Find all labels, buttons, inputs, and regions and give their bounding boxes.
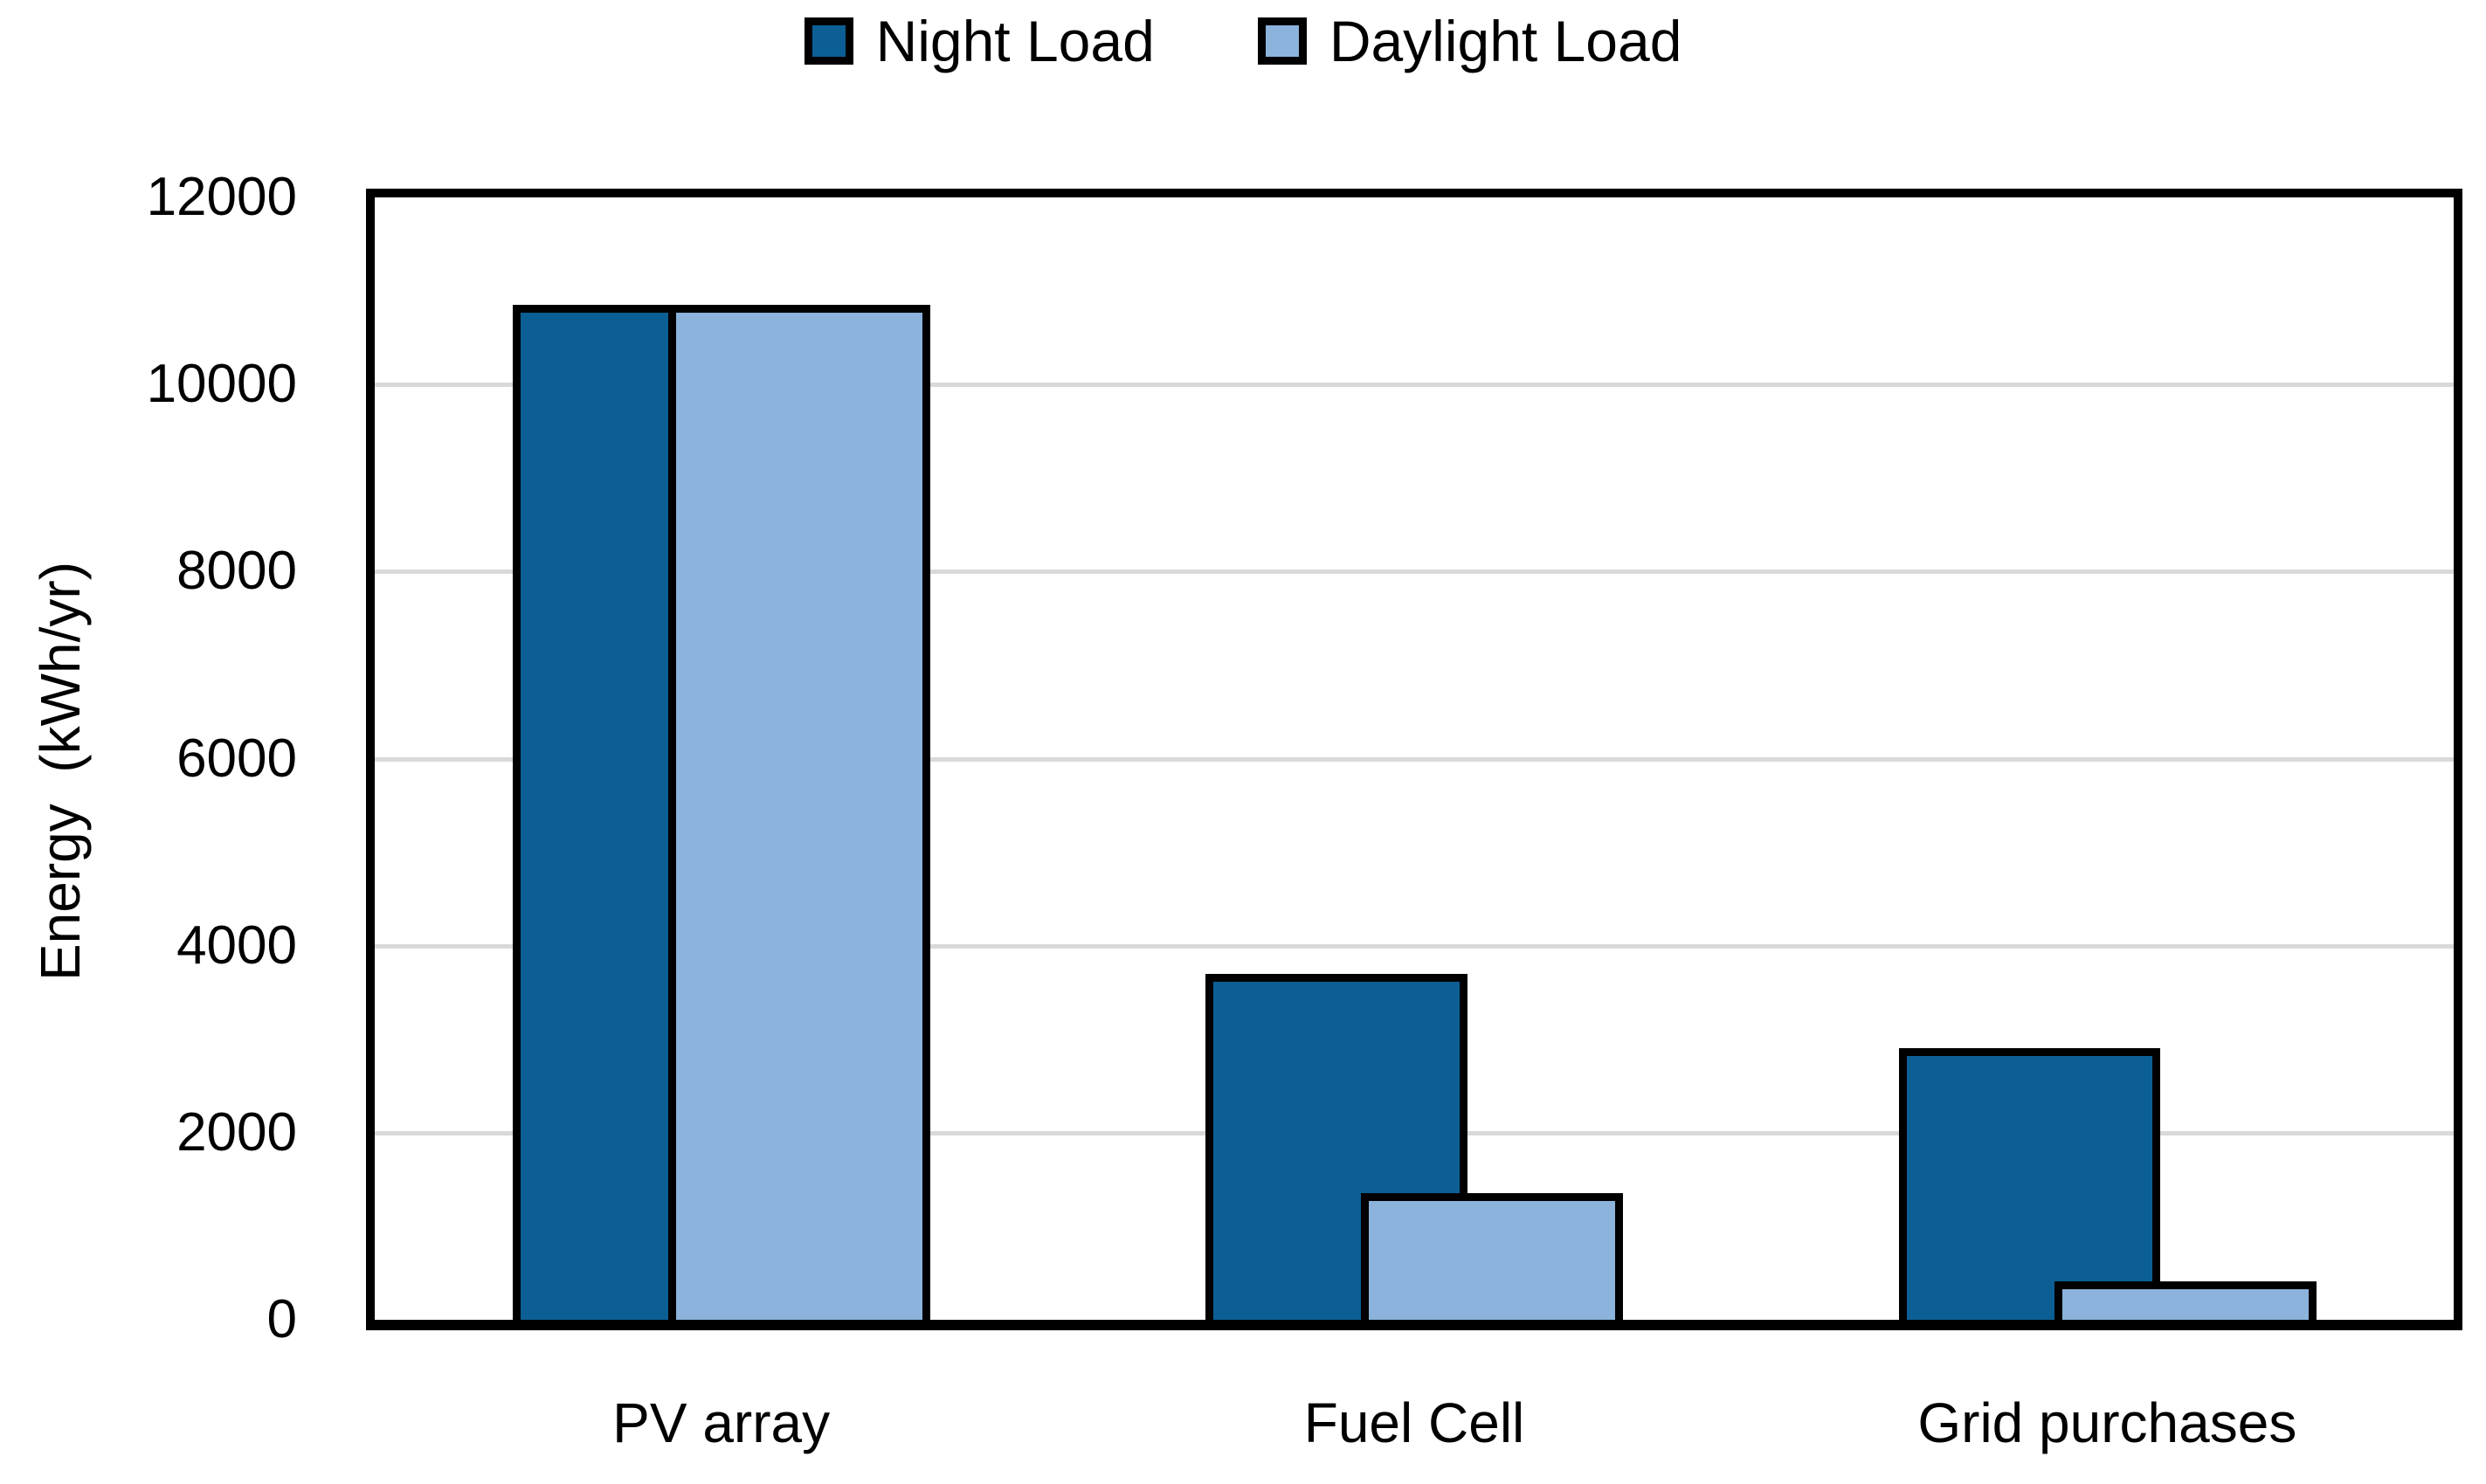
gridline-4000 [375,943,2454,949]
night-load-swatch-icon [804,17,853,65]
bar-daylight-load-pv-array [668,305,930,1320]
x-axis-category-labels: PV array Fuel Cell Grid purchases [375,1392,2454,1462]
x-category-label-fuel-cell: Fuel Cell [1303,1391,1525,1454]
y-tick-label-2000: 2000 [176,1101,297,1163]
gridline-6000 [375,756,2454,762]
bar-daylight-load-fuel-cell [1361,1193,1624,1320]
bar-daylight-load-grid-purchases [2054,1281,2317,1320]
y-tick-label-10000: 10000 [146,354,297,415]
x-category-label-pv-array: PV array [612,1391,831,1454]
y-tick-label-12000: 12000 [146,167,297,227]
daylight-load-swatch-icon [1257,17,1307,65]
y-tick-label-0: 0 [266,1289,297,1349]
legend: Night Load Daylight Load [0,12,2486,70]
y-tick-label-6000: 6000 [176,728,297,789]
legend-item-daylight-load: Daylight Load [1257,9,1682,73]
gridline-8000 [375,569,2454,575]
gridline-10000 [375,383,2454,388]
plot-inner [375,197,2454,1320]
bar-night-load-grid-purchases [1898,1048,2161,1320]
legend-label-night-load: Night Load [875,9,1155,73]
y-tick-label-8000: 8000 [176,541,297,602]
x-category-label-grid-purchases: Grid purchases [1917,1391,2297,1454]
legend-label-daylight-load: Daylight Load [1329,9,1682,73]
legend-item-night-load: Night Load [804,12,1155,70]
y-axis-tick-labels: 0 2000 4000 6000 8000 10000 12000 [0,0,297,1484]
plot-area [366,189,2462,1330]
y-tick-label-4000: 4000 [176,915,297,976]
